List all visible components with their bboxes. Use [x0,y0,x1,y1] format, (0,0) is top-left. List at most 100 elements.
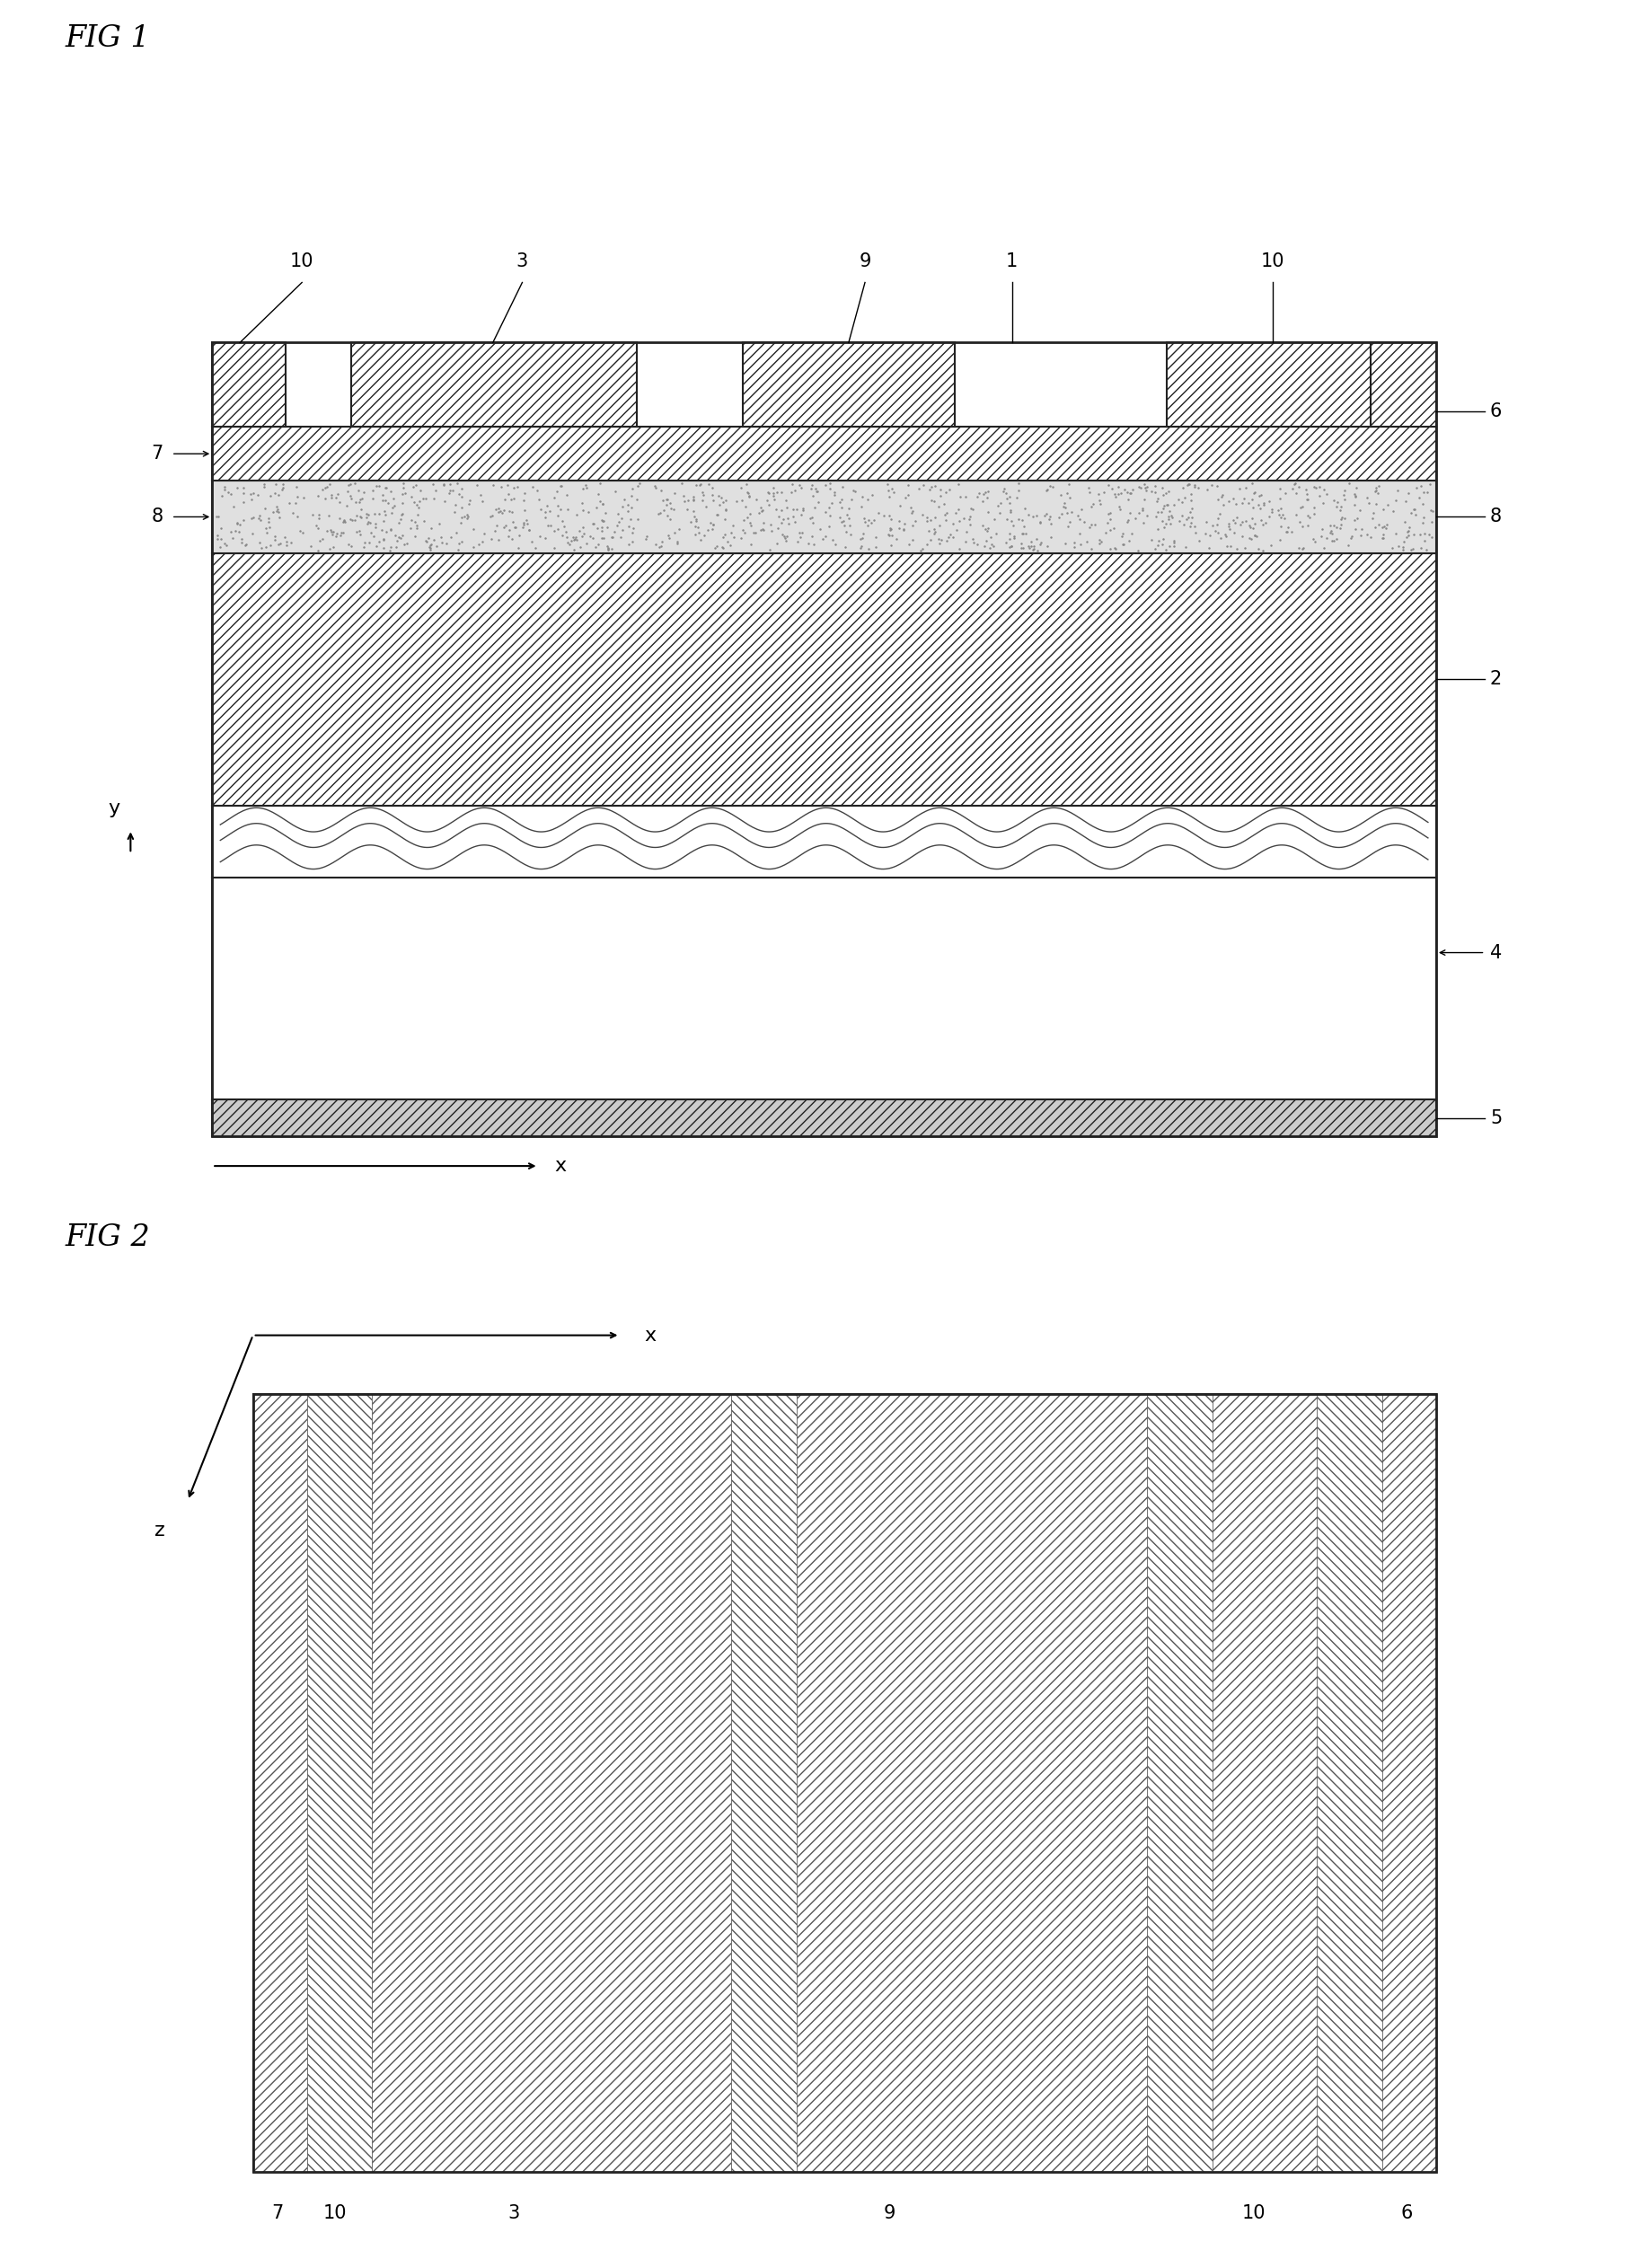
Point [364,528,390,565]
Point [734,499,761,535]
Point [1142,467,1169,503]
Point [561,531,588,567]
Bar [796,1395,1147,2173]
Point [1310,485,1337,522]
Point [823,526,849,562]
Point [1258,528,1284,565]
Point [1231,481,1257,517]
Point [446,476,472,513]
Point [1048,476,1074,513]
Point [589,503,615,540]
Text: 9: 9 [858,252,871,270]
Bar [212,1100,1436,1136]
Point [1061,528,1087,565]
Point [826,499,852,535]
Point [769,492,795,528]
Point [700,506,726,542]
Text: 10: 10 [323,2204,346,2223]
Point [1038,506,1064,542]
Point [1314,519,1340,556]
Text: 9: 9 [883,2204,896,2223]
Point [1248,476,1275,513]
Point [1049,488,1075,524]
Point [816,469,842,506]
Point [344,472,370,508]
Point [481,513,508,549]
Point [436,465,462,501]
Point [1325,483,1351,519]
Point [220,488,246,524]
Point [1397,508,1423,544]
Point [614,494,640,531]
Point [540,513,566,549]
Point [328,517,354,553]
Point [1128,469,1154,506]
Point [349,481,375,517]
Point [1175,499,1201,535]
Point [770,517,796,553]
Point [832,515,858,551]
Point [650,492,676,528]
Point [878,510,904,547]
Point [1097,531,1123,567]
Point [537,506,563,542]
Point [607,519,633,556]
Point [1111,526,1138,562]
Point [999,503,1025,540]
Point [532,494,558,531]
Point [625,467,651,503]
Point [248,531,274,567]
Point [914,526,940,562]
Point [1195,472,1221,508]
Point [765,499,792,535]
Point [1390,528,1417,565]
Point [449,524,475,560]
Point [230,474,256,510]
Point [891,506,917,542]
Point [359,515,385,551]
Point [813,494,839,531]
Point [366,494,392,531]
Point [348,492,374,528]
Point [795,526,821,562]
Point [770,501,796,538]
Point [919,469,945,506]
Point [548,467,574,503]
Point [1232,531,1258,567]
Point [813,519,839,556]
Point [372,497,398,533]
Point [878,501,904,538]
Point [1040,469,1066,506]
Point [1366,506,1392,542]
Point [1170,469,1196,506]
Point [212,469,238,506]
Point [413,524,439,560]
Point [230,469,256,506]
Point [1242,474,1268,510]
Point [1061,524,1087,560]
Point [759,513,785,549]
Point [728,469,754,506]
Text: FIG 2: FIG 2 [65,1222,150,1252]
Point [1177,508,1203,544]
Point [1417,465,1443,501]
Point [1116,494,1142,531]
Point [388,497,415,533]
Point [516,513,542,549]
Point [356,497,382,533]
Point [958,490,984,526]
Point [707,479,733,515]
Point [927,479,953,515]
Point [343,513,369,549]
Point [1369,508,1395,544]
Point [646,528,672,565]
Point [974,513,1000,549]
Point [932,474,958,510]
Point [558,524,584,560]
Point [588,483,614,519]
Point [266,499,292,535]
Point [348,517,374,553]
Point [876,517,902,553]
Point [617,501,643,538]
Point [940,506,966,542]
